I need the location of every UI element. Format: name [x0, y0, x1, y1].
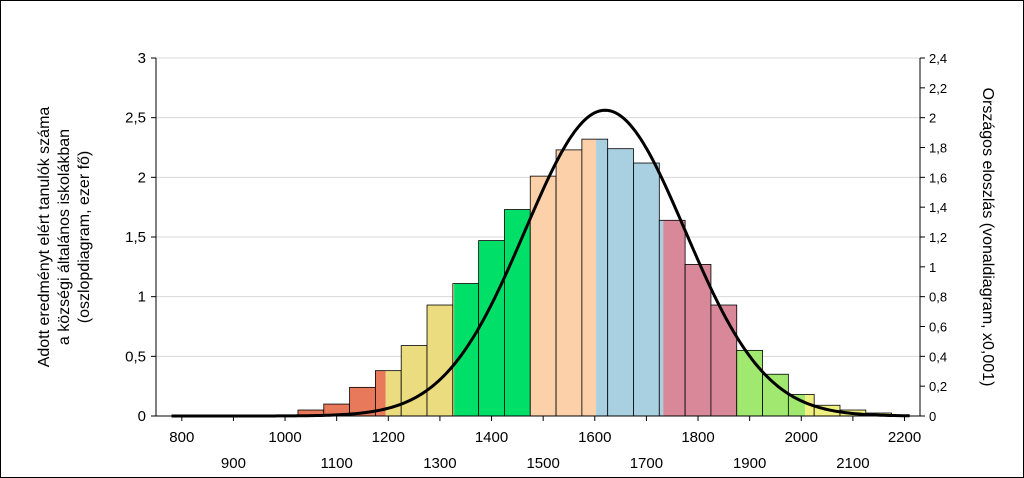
- x-tick-label-upper: 2200: [888, 429, 921, 446]
- bar-1300: [426, 304, 454, 417]
- bar-1400: [478, 240, 505, 417]
- y-tick-right-label: 2: [929, 111, 936, 126]
- bar-1750: [658, 219, 686, 417]
- y-tick-right-label: 0: [929, 409, 936, 424]
- x-tick-label-upper: 1600: [578, 429, 611, 446]
- y-tick-right-label: 2,2: [929, 81, 947, 96]
- y-tick-right-label: 0,8: [929, 290, 947, 305]
- x-tick-label-lower: 1300: [423, 455, 456, 472]
- bar-1350: [452, 283, 480, 417]
- y-tick-right-label: 1,6: [929, 170, 947, 185]
- bar-segment: [530, 176, 557, 416]
- bar-segment: [685, 264, 711, 416]
- x-tick-label-lower: 1100: [321, 455, 353, 472]
- bar-1250: [400, 345, 428, 417]
- x-tick-label-lower: 900: [221, 455, 246, 472]
- bar-1850: [710, 304, 738, 417]
- y-tick-left-label: 2: [138, 169, 146, 186]
- bar-segment: [736, 350, 763, 416]
- y-tick-left-label: 0,5: [125, 348, 146, 365]
- bar-1600: [581, 138, 609, 417]
- bar-segment: [607, 148, 634, 416]
- x-tick-label-upper: 1200: [372, 429, 405, 446]
- distribution-line: [171, 108, 910, 418]
- bar-segment: [375, 370, 386, 416]
- bar-segment: [663, 220, 686, 416]
- x-tick-label-lower: 1900: [733, 455, 766, 472]
- y-tick-left-label: 3: [138, 50, 146, 67]
- bar-segment: [556, 149, 582, 417]
- bar-segment: [710, 305, 737, 416]
- bar-1950: [762, 373, 789, 417]
- y-tick-right-label: 1,4: [929, 200, 947, 215]
- x-tick-label-upper: 2000: [785, 429, 818, 446]
- bar-segment: [427, 305, 453, 416]
- y-tick-right-label: 0,6: [929, 320, 947, 335]
- y-tick-left-label: 2,5: [125, 110, 146, 127]
- bar-segment: [581, 139, 597, 416]
- bar-1450: [504, 209, 531, 417]
- bar-segment: [401, 345, 428, 416]
- y-tick-left-label: 1,5: [125, 229, 146, 246]
- y-tick-right-label: 2,4: [929, 51, 947, 66]
- bar-segment: [633, 163, 660, 416]
- x-tick-label-lower: 2100: [836, 455, 869, 472]
- y-axis-left-label-line-3: (oszlopdiagram, ezer fő): [76, 151, 93, 324]
- bar-1900: [736, 349, 763, 417]
- bar-segment: [504, 209, 531, 416]
- x-tick-label-upper: 1400: [475, 429, 508, 446]
- bar-1700: [633, 162, 660, 417]
- bar-segment: [452, 283, 455, 416]
- bar-1800: [684, 264, 712, 417]
- y-tick-left-label: 1: [138, 289, 146, 306]
- x-tick-label-upper: 1000: [268, 429, 301, 446]
- y-tick-right-label: 1,8: [929, 141, 947, 156]
- y-axis-left-label-line-1: Adott eredményt elért tanulók száma: [36, 107, 53, 368]
- bar-segment: [297, 410, 324, 416]
- y-axis-left-label-line-2: a községi általános iskolákban: [56, 129, 73, 345]
- x-tick-label-upper: 1800: [681, 429, 714, 446]
- y-tick-right-label: 0,2: [929, 379, 947, 394]
- bar-segment: [596, 139, 608, 416]
- bar-1550: [555, 149, 583, 417]
- bar-segment: [762, 374, 789, 416]
- bar-1650: [607, 148, 634, 417]
- x-tick-label-upper: 800: [169, 429, 194, 446]
- y-axis-right-label: Országos eloszlás (vonaldiagram, x0,001): [979, 88, 996, 387]
- y-tick-right-label: 0,4: [929, 349, 947, 364]
- y-tick-right-label: 1,2: [929, 230, 947, 245]
- y-tick-right-label: 1: [929, 260, 936, 275]
- x-tick-label-lower: 1500: [526, 455, 559, 472]
- bar-segment: [478, 240, 505, 416]
- x-tick-label-lower: 1700: [630, 455, 663, 472]
- bar-segment: [323, 404, 350, 416]
- bar-segment: [659, 220, 664, 416]
- y-tick-left-label: 0: [138, 408, 146, 425]
